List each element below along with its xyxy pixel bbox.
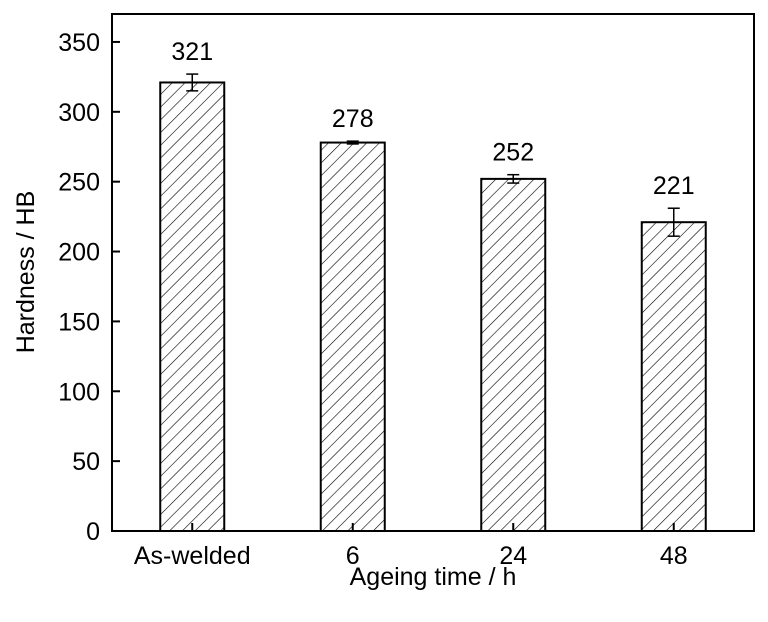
y-tick-label: 100 — [58, 378, 100, 406]
x-tick-label: 24 — [499, 542, 527, 570]
bars-layer — [159, 81, 707, 533]
data-label: 278 — [332, 105, 374, 133]
data-labels-layer: 321 278 252 221 — [171, 38, 694, 200]
data-label: 252 — [492, 139, 534, 167]
y-tick-label: 0 — [86, 518, 100, 546]
ticks-layer: 0 50 100 150 200 250 300 350 As-welded 6 24 48 — [58, 29, 687, 570]
plot-frame — [111, 13, 755, 532]
data-label: 321 — [171, 38, 213, 66]
x-tick-label: 48 — [660, 542, 688, 570]
y-tick-label: 50 — [72, 448, 100, 476]
y-tick-label: 350 — [58, 29, 100, 57]
error-bar — [346, 140, 359, 145]
y-tick-label: 150 — [58, 308, 100, 336]
error-bars-layer — [186, 73, 680, 237]
y-tick-label: 300 — [58, 99, 100, 127]
bar — [640, 221, 707, 532]
bar — [480, 177, 547, 533]
x-axis-title: Ageing time / h — [350, 563, 517, 591]
data-label: 221 — [653, 172, 695, 200]
error-bar — [507, 173, 520, 184]
x-tick-label: As-welded — [134, 542, 251, 570]
bar — [319, 141, 386, 532]
error-bar — [667, 207, 680, 237]
x-tick-label: 6 — [346, 542, 360, 570]
error-bar — [186, 73, 199, 92]
y-tick-label: 250 — [58, 169, 100, 197]
y-tick-label: 200 — [58, 239, 100, 267]
y-axis-title: Hardness / HB — [12, 191, 40, 354]
bar — [159, 81, 226, 533]
